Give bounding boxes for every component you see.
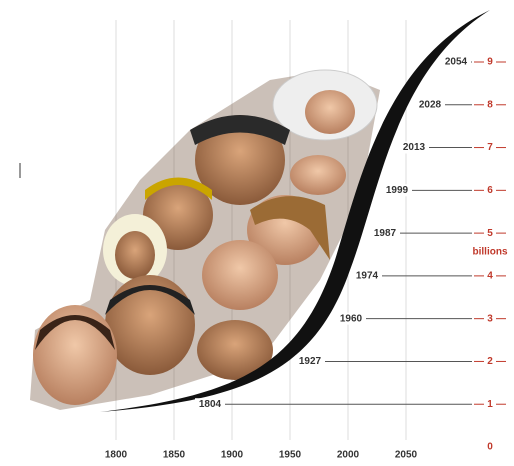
y-tick-label: 7 <box>487 142 493 153</box>
x-tick-label: 1850 <box>163 450 186 461</box>
x-tick-label: 2000 <box>337 450 360 461</box>
year-label: 1927 <box>299 356 322 367</box>
year-label: 1960 <box>340 313 363 324</box>
x-tick-label: 1950 <box>279 450 302 461</box>
y-tick-label: 2 <box>487 356 493 367</box>
year-label: 2028 <box>419 99 442 110</box>
x-tick-label: 1800 <box>105 450 128 461</box>
year-label: 1804 <box>199 399 222 410</box>
year-label: 1987 <box>374 228 397 239</box>
x-tick-label: 2050 <box>395 450 418 461</box>
chart: 180419271960197419871999201320282054 180… <box>0 0 514 461</box>
photo-collage <box>30 70 380 410</box>
y-tick-label: 1 <box>487 399 493 410</box>
year-label: 2054 <box>445 57 468 68</box>
y-tick-label: 4 <box>487 271 493 282</box>
y-tick-label: 9 <box>487 57 493 68</box>
y-tick-label: 0 <box>487 442 493 453</box>
y-tick-label: 6 <box>487 185 493 196</box>
year-label: 2013 <box>403 142 426 153</box>
x-tick-label: 1900 <box>221 450 244 461</box>
y-tick-label: 8 <box>487 99 493 110</box>
year-label: 1974 <box>356 271 379 282</box>
y-tick-label: 3 <box>487 313 493 324</box>
y-tick-label: 5 <box>487 228 493 239</box>
y-axis-label: billions <box>473 247 508 258</box>
year-label: 1999 <box>386 185 409 196</box>
